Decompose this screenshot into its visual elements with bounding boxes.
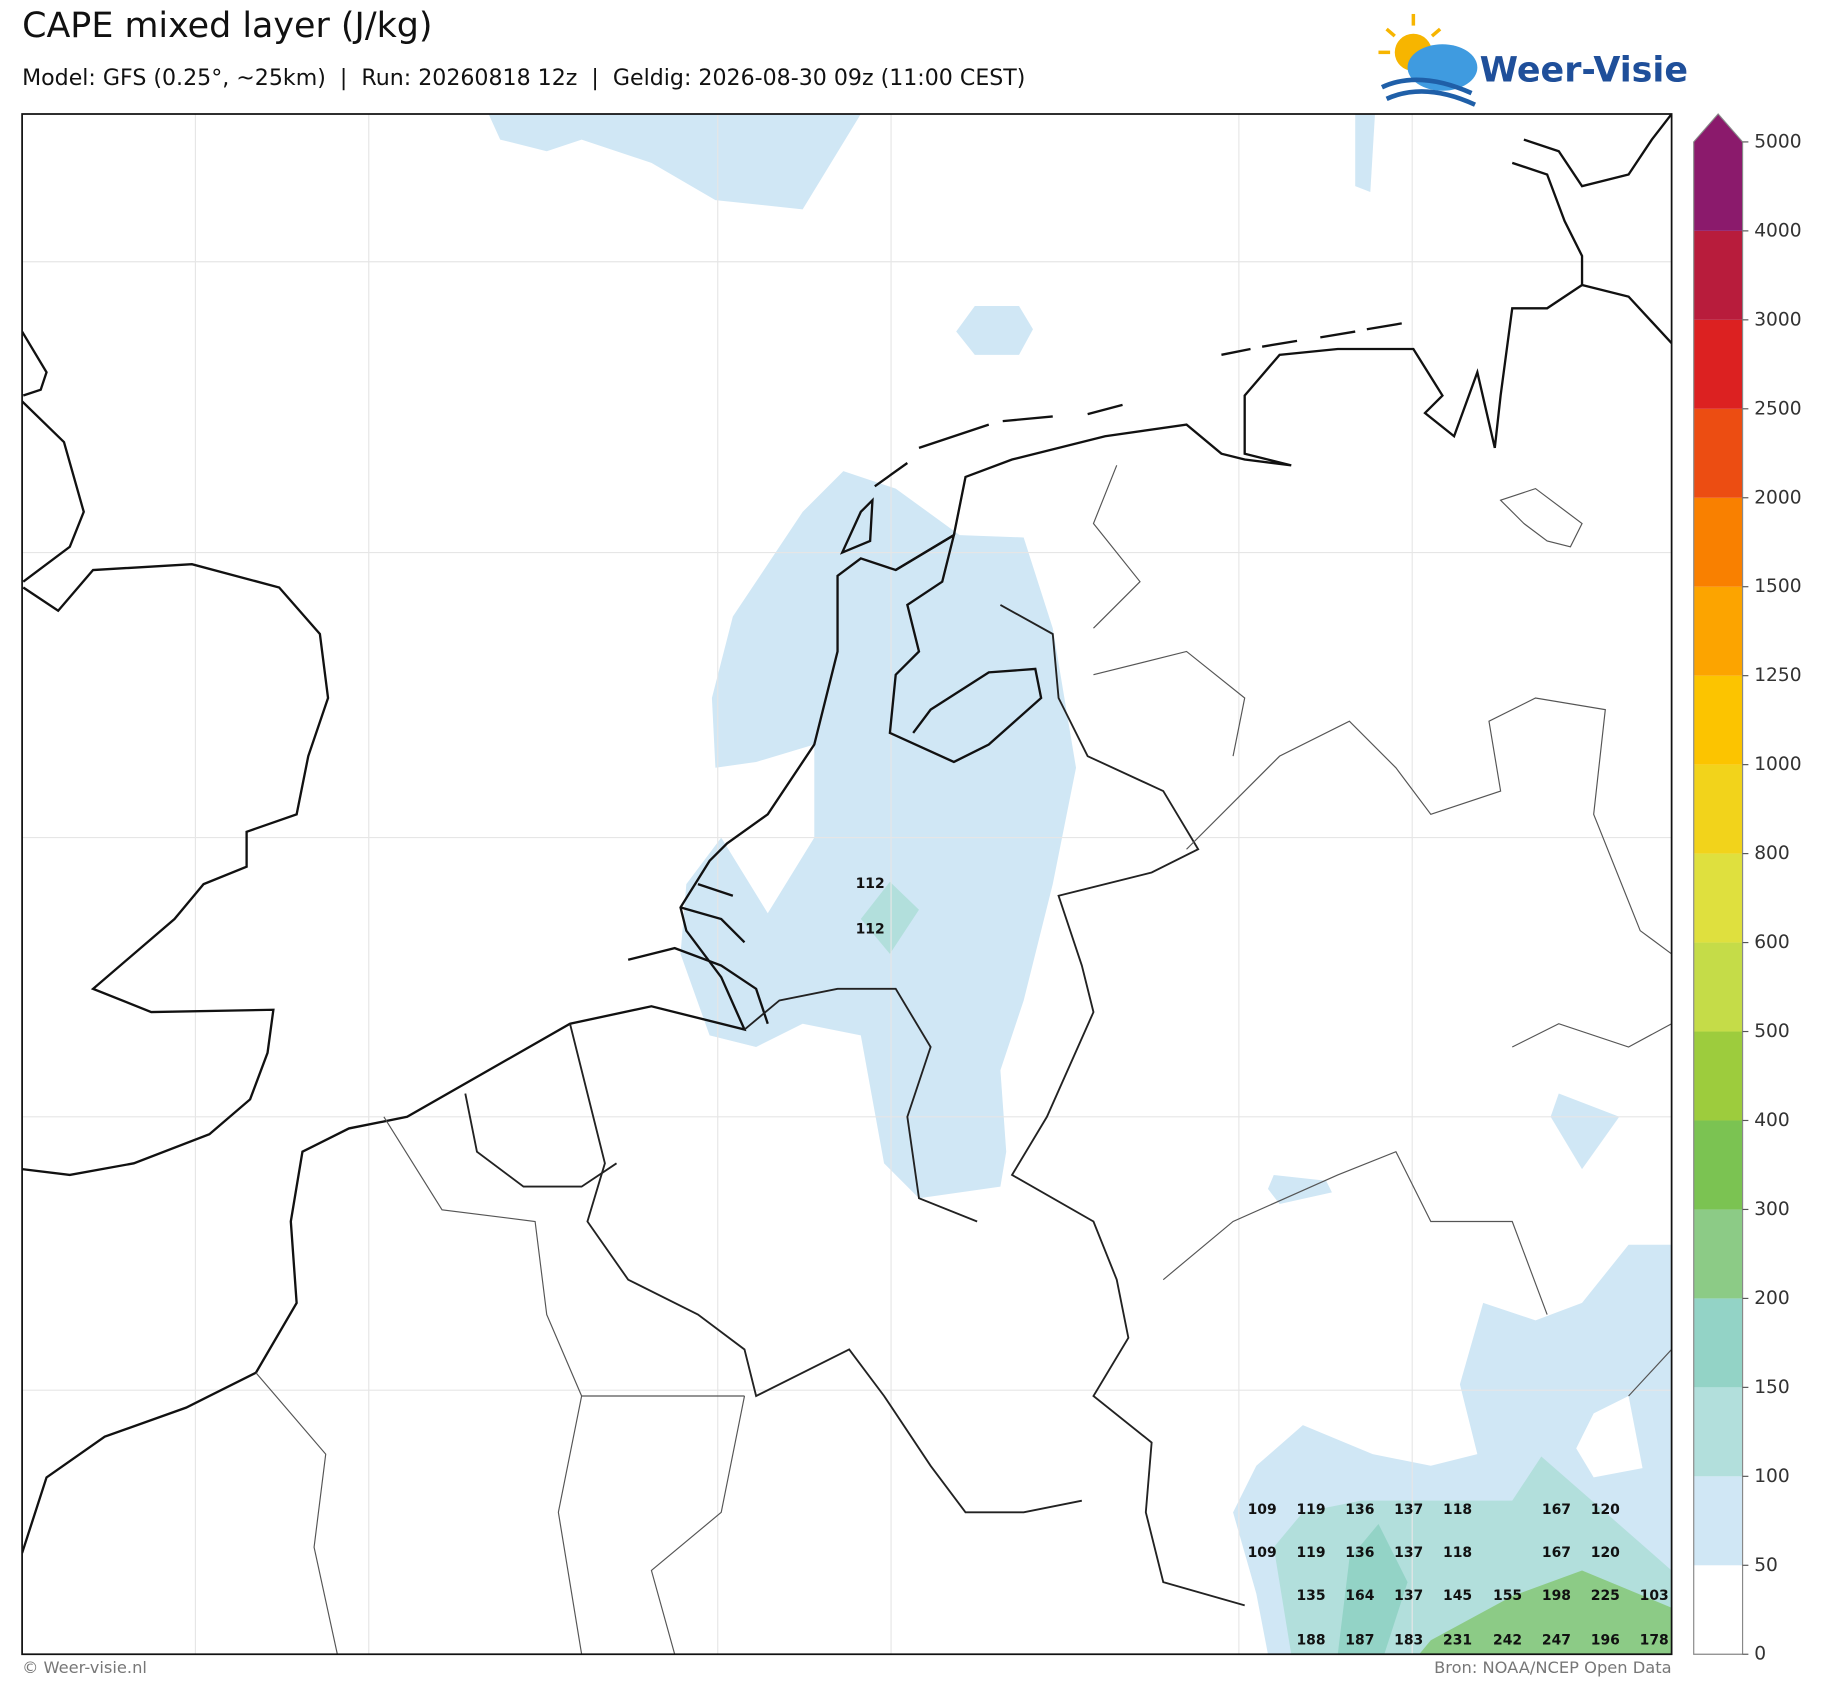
- cape-value: 225: [1591, 1588, 1620, 1604]
- colorbar-band: [1693, 1120, 1743, 1210]
- colorbar-tick-label: 4000: [1754, 220, 1801, 241]
- cape-value: 188: [1296, 1632, 1325, 1648]
- colorbar-band: [1693, 1387, 1743, 1477]
- colorbar-band: [1693, 497, 1743, 587]
- colorbar-band: [1693, 853, 1743, 943]
- cape-value: 119: [1296, 1502, 1325, 1518]
- colorbar-tick-label: 50: [1754, 1555, 1778, 1576]
- colorbar-tick-label: 1500: [1754, 576, 1801, 597]
- cape-area: [860, 881, 919, 954]
- cape-area: [1419, 1570, 1672, 1655]
- colorbar-tick-label: 400: [1754, 1110, 1790, 1131]
- colorbar-tick-label: 2000: [1754, 487, 1801, 508]
- cape-value: 103: [1640, 1588, 1669, 1604]
- border: [464, 604, 1245, 1607]
- cape-value: 118: [1443, 1545, 1472, 1561]
- colorbar-tick-label: 0: [1754, 1644, 1766, 1665]
- cape-value: 242: [1493, 1632, 1522, 1648]
- cape-value: 112: [856, 876, 885, 892]
- footer-right: Bron: NOAA/NCEP Open Data: [1434, 1658, 1672, 1677]
- cape-value: 196: [1591, 1632, 1620, 1648]
- colorbar-band: [1693, 1209, 1743, 1299]
- colorbar-band: [1693, 1031, 1743, 1121]
- colorbar-tick-label: 1250: [1754, 665, 1801, 686]
- subtitle: Model: GFS (0.25°, ~25km) | Run: 2026081…: [22, 65, 1025, 91]
- cape-value: 164: [1345, 1588, 1374, 1604]
- cape-value: 167: [1542, 1545, 1571, 1561]
- cape-value: 112: [856, 921, 885, 937]
- cape-value: 137: [1394, 1588, 1423, 1604]
- colorbar-band: [1693, 319, 1743, 409]
- cape-value: 145: [1443, 1588, 1472, 1604]
- cape-value: 137: [1394, 1545, 1423, 1561]
- colorbar-band: [1693, 675, 1743, 765]
- cape-value: 136: [1345, 1545, 1374, 1561]
- cape-value: 178: [1640, 1632, 1669, 1648]
- colorbar-band: [1693, 942, 1743, 1032]
- cape-value: 183: [1394, 1632, 1423, 1648]
- cape-value: 118: [1443, 1502, 1472, 1518]
- cape-value: 198: [1542, 1588, 1571, 1604]
- coastline: [22, 114, 1672, 1554]
- region-border: [255, 465, 1672, 1655]
- cape-value: 137: [1394, 1502, 1423, 1518]
- logo: Weer-Visie: [1378, 13, 1688, 107]
- colorbar-tick-label: 100: [1754, 1466, 1790, 1487]
- cape-value: 187: [1345, 1632, 1374, 1648]
- cape-value: 135: [1296, 1588, 1325, 1604]
- colorbar-band: [1693, 764, 1743, 854]
- cape-value: 155: [1493, 1588, 1522, 1604]
- graticule: [22, 114, 1672, 1655]
- colorbar-band: [1693, 1298, 1743, 1388]
- colorbar-tick-label: 1000: [1754, 754, 1801, 775]
- cape-value: 247: [1542, 1632, 1571, 1648]
- footer-left: © Weer-visie.nl: [22, 1658, 147, 1677]
- colorbar-tick-label: 200: [1754, 1288, 1790, 1309]
- cape-value: 109: [1248, 1502, 1277, 1518]
- colorbar-tick-label: 2500: [1754, 398, 1801, 419]
- colorbar-tick-label: 300: [1754, 1199, 1790, 1220]
- colorbar-band: [1693, 1476, 1743, 1566]
- colorbar-tick-label: 5000: [1754, 131, 1801, 152]
- cape-value: 136: [1345, 1502, 1374, 1518]
- colorbar-tick-label: 800: [1754, 843, 1790, 864]
- map-frame: [21, 113, 1673, 1656]
- colorbar-band: [1693, 1565, 1743, 1655]
- map: 112 112 109 119 136 137 118 167 120 109 119 136 137 1…: [22, 114, 1672, 1655]
- colorbar-tick-label: 500: [1754, 1021, 1790, 1042]
- cape-value: 167: [1542, 1502, 1571, 1518]
- colorbar-band: [1693, 114, 1743, 231]
- colorbar-band: [1693, 586, 1743, 676]
- logo-text: Weer-Visie: [1480, 50, 1688, 90]
- cape-value: 109: [1248, 1545, 1277, 1561]
- colorbar-frame: [1693, 113, 1744, 1655]
- colorbar-tick-label: 150: [1754, 1377, 1790, 1398]
- cape-value: 231: [1443, 1632, 1472, 1648]
- colorbar-tick-label: 3000: [1754, 309, 1801, 330]
- title: CAPE mixed layer (J/kg): [22, 6, 432, 46]
- cape-value: 120: [1591, 1502, 1620, 1518]
- colorbar-band: [1693, 230, 1743, 320]
- colorbar-band: [1693, 408, 1743, 498]
- cape-area: [1337, 1523, 1408, 1655]
- cape-value: 120: [1591, 1545, 1620, 1561]
- cape-value: 119: [1296, 1545, 1325, 1561]
- colorbar-tick-label: 600: [1754, 932, 1790, 953]
